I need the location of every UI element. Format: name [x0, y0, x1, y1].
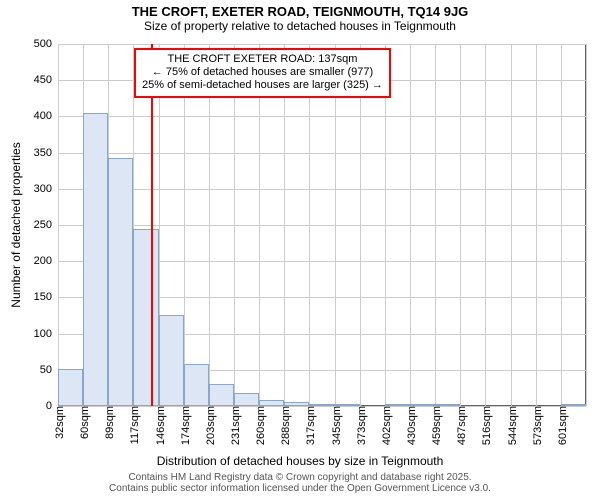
gridline-v [385, 44, 386, 406]
gridline-v [360, 44, 361, 406]
gridline-h [58, 153, 586, 154]
annotation-line1: THE CROFT EXETER ROAD: 137sqm [142, 53, 383, 66]
x-tick-label: 32sqm [50, 406, 66, 439]
gridline-v [511, 44, 512, 406]
gridline-v [335, 44, 336, 406]
gridline-v [460, 44, 461, 406]
chart-title: THE CROFT, EXETER ROAD, TEIGNMOUTH, TQ14… [0, 4, 600, 33]
x-tick-label: 373sqm [352, 406, 368, 445]
x-tick-label: 544sqm [503, 406, 519, 445]
gridline-h [58, 116, 586, 117]
footnote-line1: Contains HM Land Registry data © Crown c… [0, 472, 600, 483]
x-tick-label: 174sqm [176, 406, 192, 445]
x-tick-label: 117sqm [125, 406, 141, 444]
histogram-bar [108, 158, 133, 406]
y-tick-label: 500 [34, 38, 58, 50]
x-axis-title: Distribution of detached houses by size … [0, 454, 600, 468]
histogram-bar [209, 384, 234, 406]
gridline-v [485, 44, 486, 406]
histogram-bar [159, 315, 184, 406]
x-tick-label: 203sqm [201, 406, 217, 445]
x-tick-label: 146sqm [151, 406, 167, 445]
histogram-bar [309, 404, 334, 406]
y-tick-label: 200 [34, 255, 58, 267]
gridline-v [184, 44, 185, 406]
x-tick-label: 601sqm [553, 406, 569, 445]
y-tick-label: 400 [34, 110, 58, 122]
gridline-v [309, 44, 310, 406]
gridline-v [561, 44, 562, 406]
x-tick-label: 260sqm [251, 406, 267, 445]
histogram-bar [435, 404, 460, 406]
histogram-bar [561, 404, 586, 406]
gridline-v [536, 44, 537, 406]
histogram-bar [385, 404, 410, 406]
gridline-v [435, 44, 436, 406]
gridline-v [284, 44, 285, 406]
footnote-line2: Contains public sector information licen… [0, 483, 600, 494]
gridline-v [58, 44, 59, 406]
histogram-bar [259, 400, 284, 406]
x-tick-label: 345sqm [327, 406, 343, 445]
property-size-chart: THE CROFT, EXETER ROAD, TEIGNMOUTH, TQ14… [0, 0, 600, 500]
gridline-v [234, 44, 235, 406]
histogram-bar [58, 369, 83, 406]
y-tick-label: 150 [34, 291, 58, 303]
x-tick-label: 516sqm [477, 406, 493, 445]
annotation-line2: ← 75% of detached houses are smaller (97… [142, 66, 383, 79]
gridline-v [209, 44, 210, 406]
x-tick-label: 231sqm [226, 406, 242, 445]
annotation-line3: 25% of semi-detached houses are larger (… [142, 79, 383, 92]
x-tick-label: 60sqm [75, 406, 91, 439]
x-tick-label: 430sqm [402, 406, 418, 445]
x-tick-label: 317sqm [301, 406, 317, 445]
gridline-v [410, 44, 411, 406]
histogram-bar [234, 393, 259, 406]
histogram-bar [184, 364, 209, 406]
x-tick-label: 89sqm [100, 406, 116, 439]
y-tick-label: 50 [40, 364, 58, 376]
histogram-bar [284, 402, 309, 406]
x-tick-label: 459sqm [427, 406, 443, 445]
gridline-v [586, 44, 587, 406]
plot-area: 05010015020025030035040045050032sqm60sqm… [58, 44, 586, 406]
y-tick-label: 350 [34, 147, 58, 159]
histogram-bar [133, 229, 158, 406]
gridline-v [259, 44, 260, 406]
x-tick-label: 573sqm [528, 406, 544, 445]
x-tick-label: 402sqm [377, 406, 393, 445]
y-tick-label: 300 [34, 183, 58, 195]
gridline-h [58, 44, 586, 45]
histogram-bar [335, 404, 360, 406]
y-tick-label: 250 [34, 219, 58, 231]
histogram-bar [410, 404, 435, 406]
x-tick-label: 288sqm [276, 406, 292, 445]
property-marker-line [151, 44, 153, 406]
title-line1: THE CROFT, EXETER ROAD, TEIGNMOUTH, TQ14… [0, 4, 600, 19]
annotation-box: THE CROFT EXETER ROAD: 137sqm ← 75% of d… [134, 48, 391, 98]
chart-footnote: Contains HM Land Registry data © Crown c… [0, 472, 600, 494]
y-axis-title: Number of detached properties [9, 142, 23, 307]
y-tick-label: 100 [34, 328, 58, 340]
gridline-h [58, 225, 586, 226]
title-line2: Size of property relative to detached ho… [0, 19, 600, 33]
histogram-bar [83, 113, 108, 406]
gridline-h [58, 189, 586, 190]
y-tick-label: 450 [34, 74, 58, 86]
x-tick-label: 487sqm [452, 406, 468, 445]
